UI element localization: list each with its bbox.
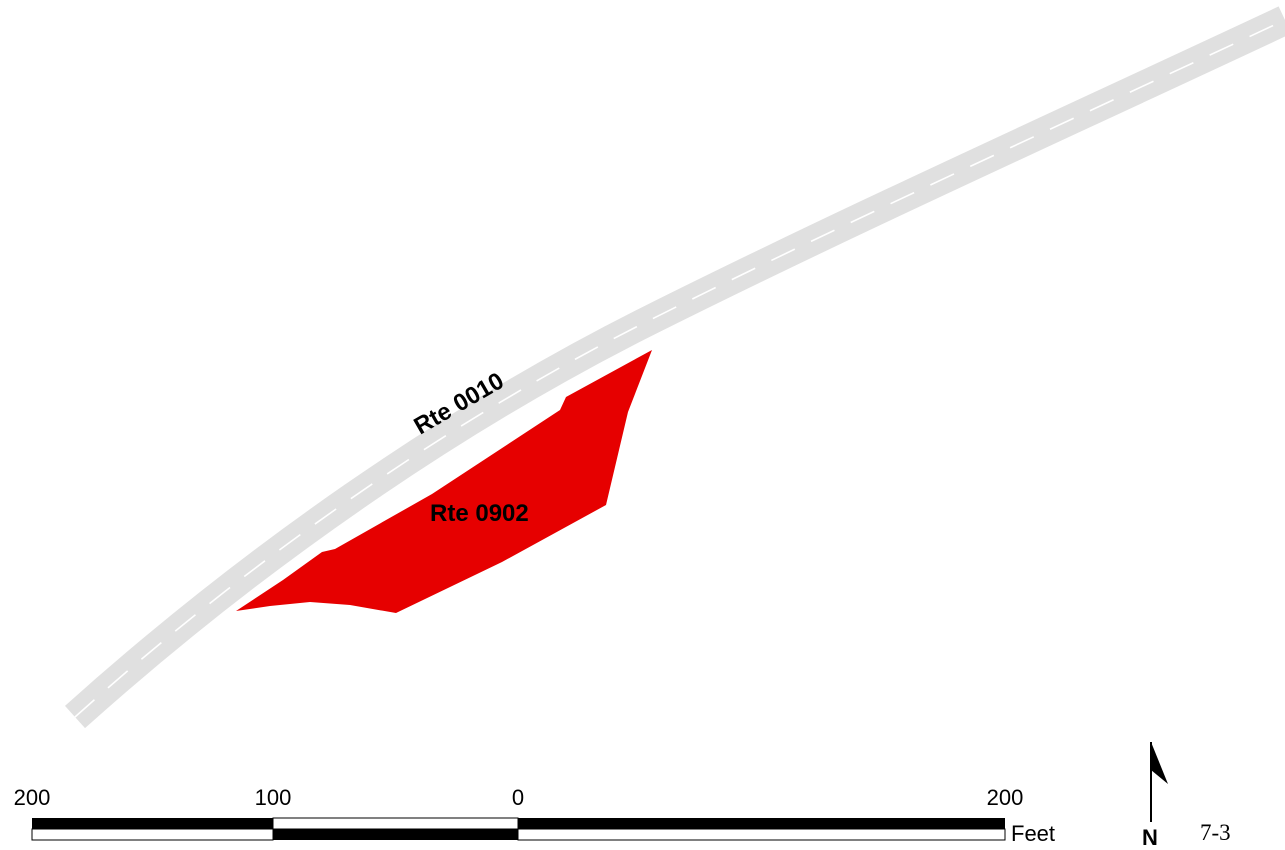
- road-centerline: [74, 19, 1285, 718]
- sheet-number: 7-3: [1200, 820, 1231, 845]
- scale-bar: 200 100 0 200 Feet: [14, 785, 1055, 846]
- road-rte-0010[interactable]: [64, 6, 1285, 729]
- scale-segment: [273, 829, 518, 840]
- north-arrow-icon: N: [1142, 742, 1168, 850]
- scale-segment: [31, 828, 274, 841]
- scale-tick-label: 0: [512, 785, 524, 810]
- parcel-rte-0902[interactable]: [236, 350, 652, 613]
- scale-segment: [518, 818, 1005, 829]
- north-letter: N: [1142, 825, 1158, 850]
- scale-segment: [32, 818, 273, 829]
- scale-tick-label: 200: [14, 785, 51, 810]
- scale-segment: [517, 828, 1006, 841]
- road-surface: [64, 6, 1285, 729]
- scale-unit-label: Feet: [1011, 821, 1055, 846]
- scale-segment: [272, 817, 519, 830]
- scale-tick-label: 200: [987, 785, 1024, 810]
- route-label-rte-0902: Rte 0902: [430, 500, 529, 527]
- scale-tick-label: 100: [255, 785, 292, 810]
